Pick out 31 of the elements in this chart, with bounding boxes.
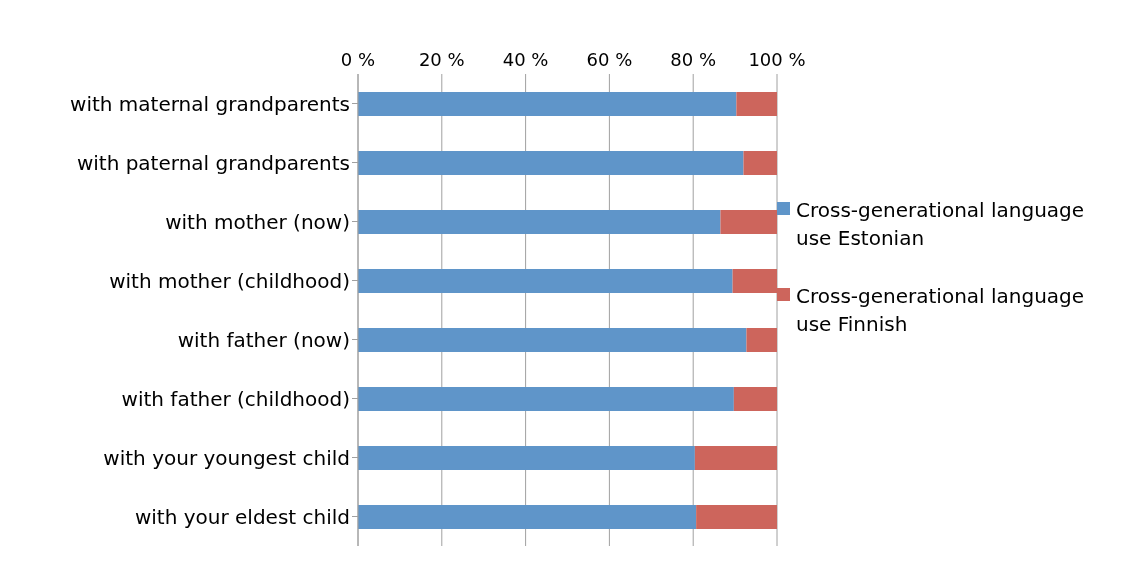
x-tick-label: 0 % (340, 49, 376, 70)
bar (358, 92, 737, 116)
bar (733, 387, 777, 411)
bar (696, 505, 777, 529)
bar (358, 328, 747, 352)
bar (736, 92, 777, 116)
bar (358, 505, 697, 529)
x-tick-label: 80 % (670, 49, 717, 70)
bar (694, 446, 777, 470)
y-tick-label: with your youngest child (103, 445, 350, 470)
y-tick-label: with mother (childhood) (109, 268, 350, 293)
x-tick-label: 40 % (502, 49, 549, 70)
bar (720, 210, 777, 234)
bar (358, 210, 721, 234)
y-tick-label: with maternal grandparents (70, 91, 350, 116)
y-tick-label: with your eldest child (134, 504, 350, 529)
y-tick-label: with father (now) (177, 327, 350, 352)
y-tick-label: with father (childhood) (121, 386, 350, 411)
legend-label: Cross-generational language use Estonian (796, 197, 1086, 252)
legend-label: Cross-generational language use Finnish (796, 283, 1086, 338)
bar (358, 269, 733, 293)
y-tick-label: with paternal grandparents (76, 150, 350, 175)
bar (358, 446, 695, 470)
bar (358, 387, 734, 411)
bar (358, 151, 744, 175)
bar (743, 151, 777, 175)
y-tick-label: with mother (now) (165, 209, 350, 234)
x-tick-label: 20 % (418, 49, 465, 70)
x-tick-label: 100 % (748, 49, 806, 70)
x-tick-label: 60 % (586, 49, 633, 70)
bar (746, 328, 777, 352)
